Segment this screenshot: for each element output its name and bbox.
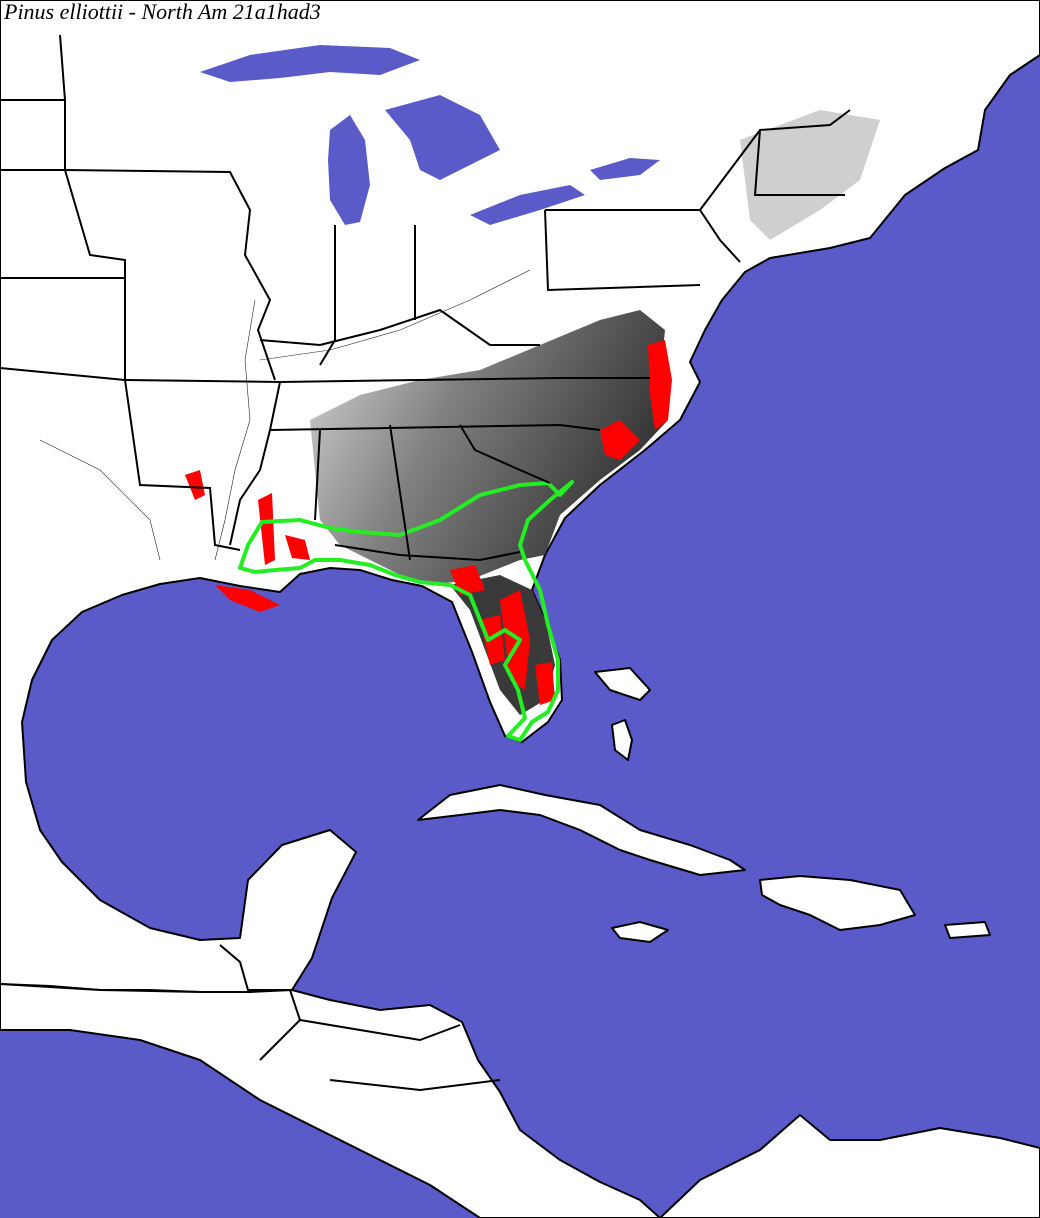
map-title: Pinus elliottii - North Am 21a1had3	[3, 0, 321, 24]
river	[214, 299, 256, 561]
lake-ontario	[590, 158, 660, 180]
puerto-rico	[944, 921, 991, 939]
border-line	[64, 169, 276, 381]
border-line	[124, 379, 241, 551]
jamaica	[611, 921, 669, 943]
rivers	[39, 269, 531, 561]
red-patch	[215, 585, 280, 612]
red-patch	[285, 535, 310, 560]
border-line	[334, 544, 521, 562]
red-patch	[258, 493, 275, 565]
suitability-shading	[740, 110, 880, 240]
red-patch	[480, 615, 505, 665]
border-line	[219, 944, 302, 1061]
red-patch	[500, 590, 530, 690]
bahamas	[611, 719, 633, 761]
native-range-outline	[238, 480, 574, 742]
lake-huron	[385, 95, 500, 180]
border-line	[269, 423, 601, 561]
state-borders	[0, 34, 851, 562]
border-line	[0, 169, 126, 382]
south-america-land	[659, 1114, 1040, 1218]
border-line	[319, 209, 701, 366]
red-patch	[185, 470, 205, 500]
river	[259, 269, 531, 361]
bahamas	[594, 667, 651, 701]
central-america-land	[0, 983, 661, 1218]
cuba	[417, 784, 746, 876]
hispaniola	[759, 875, 916, 931]
red-patch	[648, 340, 672, 430]
border-line	[259, 308, 540, 347]
lake-erie	[470, 185, 585, 225]
lake-michigan	[328, 115, 370, 225]
red-patch	[600, 420, 640, 460]
border-line	[299, 1019, 501, 1092]
river	[39, 439, 161, 561]
border-line	[545, 109, 851, 263]
lake-superior	[200, 45, 420, 82]
border-line	[229, 381, 281, 546]
red-patch	[535, 662, 555, 705]
border-line	[0, 277, 650, 384]
